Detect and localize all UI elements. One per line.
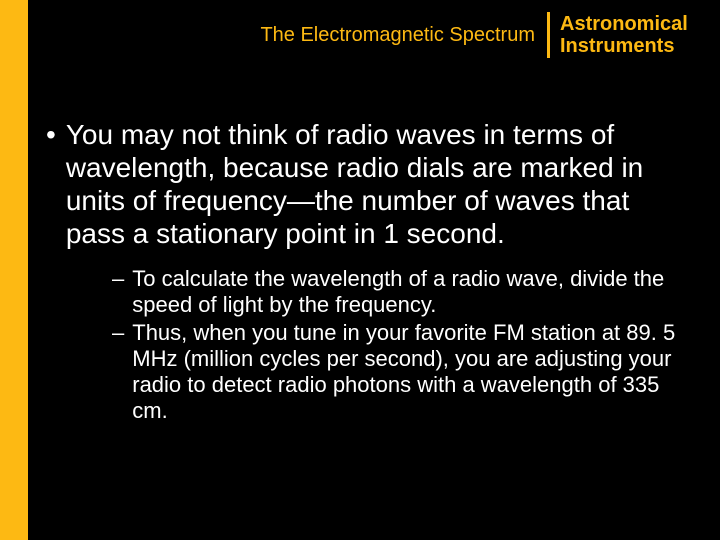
dash-icon: –	[112, 320, 132, 424]
accent-stripe	[0, 0, 28, 540]
sub-bullets: – To calculate the wavelength of a radio…	[40, 266, 696, 424]
sub-bullet-2: – Thus, when you tune in your favorite F…	[112, 320, 686, 424]
sub-bullet-1-text: To calculate the wavelength of a radio w…	[132, 266, 686, 318]
header-subtitle: The Electromagnetic Spectrum	[260, 24, 547, 47]
slide-header: The Electromagnetic Spectrum Astronomica…	[40, 10, 710, 60]
sub-bullet-1: – To calculate the wavelength of a radio…	[112, 266, 686, 318]
title-line-2: Instruments	[560, 35, 674, 57]
header-title: Astronomical Instruments	[550, 13, 710, 57]
slide-content: • You may not think of radio waves in te…	[40, 118, 696, 426]
dash-icon: –	[112, 266, 132, 318]
main-bullet-text: You may not think of radio waves in term…	[66, 118, 696, 250]
title-line-1: Astronomical	[560, 13, 688, 35]
sub-bullet-2-text: Thus, when you tune in your favorite FM …	[132, 320, 686, 424]
bullet-icon: •	[40, 118, 66, 250]
main-bullet: • You may not think of radio waves in te…	[40, 118, 696, 250]
